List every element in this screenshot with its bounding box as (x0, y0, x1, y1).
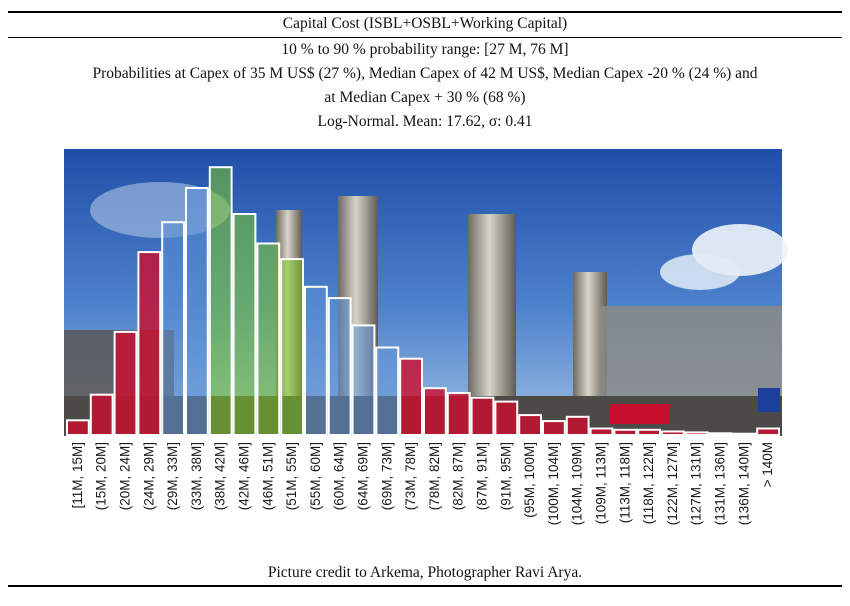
histogram-bar (185, 187, 209, 436)
x-tick-label: (73M, 78M] (403, 442, 418, 510)
histogram-bar (589, 427, 614, 436)
histogram-bar (542, 420, 566, 437)
x-tick-label: (127M, 131M] (689, 442, 704, 525)
histogram-bar (637, 428, 662, 436)
x-tick-label: (95M, 100M] (522, 442, 537, 518)
histogram-bar (232, 213, 257, 436)
x-tick-label: (109M, 113M] (594, 442, 609, 524)
histogram-bar (66, 419, 90, 436)
x-tick-label: (87M, 91M] (475, 442, 490, 510)
histogram-bar (304, 285, 328, 436)
picture-credit: Picture credit to Arkema, Photographer R… (267, 564, 583, 581)
cloud (660, 254, 740, 290)
table-top-rule (8, 11, 842, 13)
histogram-bar (446, 392, 471, 436)
x-tick-label: (24M, 29M] (141, 442, 156, 510)
histogram-bar (327, 297, 352, 436)
capital-cost-histogram: [11M, 15M] (15M, 20M] (20M, 24M] (24M, 29M]… (64, 149, 788, 525)
blue-equipment (758, 388, 780, 412)
histogram-bar (661, 430, 685, 436)
x-tick-label: (136M, 140M] (736, 442, 751, 525)
red-equipment (610, 404, 670, 424)
histogram-bar (161, 221, 185, 436)
histogram-bar (494, 400, 519, 437)
histogram-bar (708, 432, 733, 436)
probabilities-line-2: at Median Capex + 30 % (68 %) (324, 89, 526, 106)
histogram-bar (684, 431, 709, 436)
x-tick-label: (60M, 64M] (332, 442, 347, 510)
histogram-bar (208, 166, 233, 436)
probability-range-line: 10 % to 90 % probability range: [27 M, 7… (281, 41, 569, 58)
histogram-bar (613, 428, 638, 436)
histogram-bar (565, 415, 590, 436)
histogram-bar (732, 432, 757, 437)
x-tick-label: (118M, 122M] (641, 442, 656, 524)
table-bottom-rule (8, 585, 842, 587)
histogram-bar (280, 258, 305, 436)
x-tick-label: (122M, 127M] (665, 442, 680, 525)
histogram-bar (518, 414, 543, 437)
histogram-bar (756, 427, 781, 436)
histogram-bar (470, 396, 495, 437)
histogram-bar (423, 387, 447, 437)
x-tick-label: (104M, 109M] (570, 442, 585, 525)
x-tick-label: (20M, 24M] (118, 442, 133, 510)
x-tick-label: (33M, 38M] (189, 442, 204, 510)
x-tick-label: (131M, 136M] (713, 442, 728, 525)
distribution-line: Log-Normal. Mean: 17.62, σ: 0.41 (317, 113, 533, 130)
x-tick-label: (15M, 20M] (94, 442, 109, 510)
x-tick-label: (100M, 104M] (546, 442, 561, 525)
histogram-bar (399, 357, 424, 437)
x-tick-label: (113M, 118M] (617, 442, 632, 523)
x-tick-label: > 140M (760, 442, 775, 487)
histogram-bar (256, 242, 281, 436)
x-tick-label: [11M, 15M] (70, 442, 85, 509)
histogram-bar (351, 324, 376, 436)
x-tick-label: (78M, 82M] (427, 442, 442, 510)
probabilities-line-1: Probabilities at Capex of 35 M US$ (27 %… (92, 65, 758, 82)
histogram-bars (66, 166, 781, 437)
x-tick-label: (29M, 33M] (165, 442, 180, 510)
x-tick-label: (42M, 46M] (237, 442, 252, 510)
x-tick-label: (64M, 69M] (356, 442, 371, 510)
x-tick-label: (91M, 95M] (498, 442, 513, 510)
x-tick-label: (55M, 60M] (308, 442, 323, 510)
category-tick-labels: [11M, 15M] (15M, 20M] (20M, 24M] (24M, 29M]… (70, 442, 775, 525)
x-tick-label: (46M, 51M] (260, 442, 275, 510)
table-heading: Capital Cost (ISBL+OSBL+Working Capital) (282, 15, 568, 32)
histogram-bar (375, 346, 400, 436)
x-tick-label: (82M, 87M] (451, 442, 466, 510)
heading-rule (8, 37, 842, 38)
histogram-bar (89, 393, 114, 437)
histogram-bar (137, 251, 162, 436)
x-tick-label: (69M, 73M] (379, 442, 394, 510)
histogram-bar (113, 330, 138, 436)
x-tick-label: (51M, 55M] (284, 442, 299, 510)
x-tick-label: (38M, 42M] (213, 442, 228, 510)
process-unit (600, 306, 782, 406)
distillation-column (468, 214, 516, 406)
